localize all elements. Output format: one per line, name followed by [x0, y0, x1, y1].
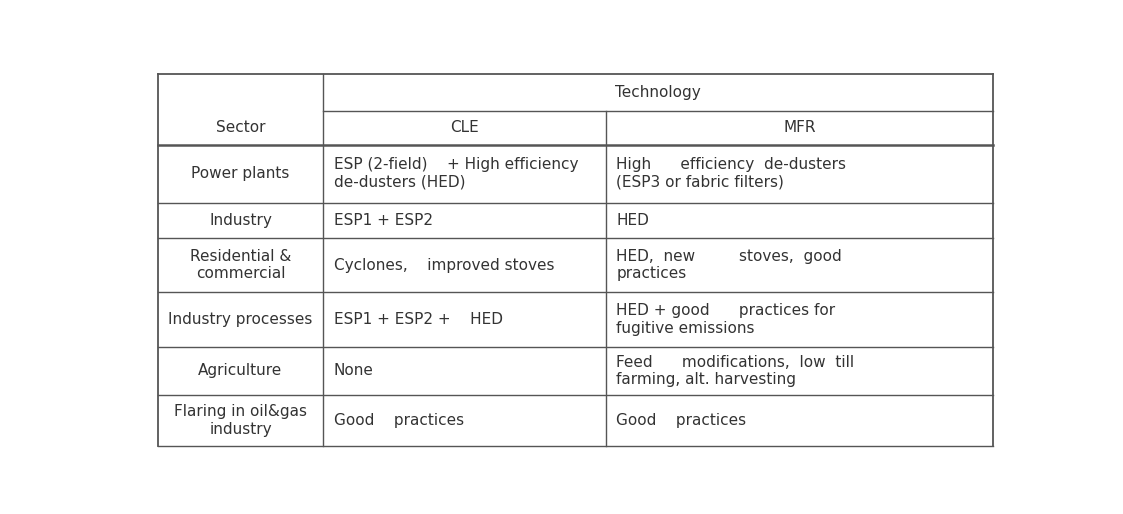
Text: ESP1 + ESP2 +    HED: ESP1 + ESP2 + HED	[334, 312, 503, 327]
Text: None: None	[334, 363, 374, 378]
Text: HED,  new         stoves,  good
practices: HED, new stoves, good practices	[617, 249, 842, 281]
Text: High      efficiency  de-dusters
(ESP3 or fabric filters): High efficiency de-dusters (ESP3 or fabr…	[617, 157, 847, 190]
Text: Technology: Technology	[615, 85, 701, 100]
Text: Feed      modifications,  low  till
farming, alt. harvesting: Feed modifications, low till farming, al…	[617, 355, 855, 387]
Text: Agriculture: Agriculture	[199, 363, 283, 378]
Text: Good    practices: Good practices	[334, 413, 464, 428]
Text: Sector: Sector	[216, 120, 265, 135]
Text: Industry processes: Industry processes	[168, 312, 312, 327]
Text: Residential &
commercial: Residential & commercial	[190, 249, 291, 281]
Text: HED + good      practices for
fugitive emissions: HED + good practices for fugitive emissi…	[617, 303, 836, 336]
Text: MFR: MFR	[784, 120, 816, 135]
Text: HED: HED	[617, 213, 649, 228]
Text: Flaring in oil&gas
industry: Flaring in oil&gas industry	[174, 404, 307, 436]
Text: Cyclones,    improved stoves: Cyclones, improved stoves	[334, 258, 554, 273]
Text: ESP1 + ESP2: ESP1 + ESP2	[334, 213, 432, 228]
Text: Industry: Industry	[209, 213, 272, 228]
Text: CLE: CLE	[450, 120, 478, 135]
Text: Good    practices: Good practices	[617, 413, 747, 428]
Text: Power plants: Power plants	[191, 166, 290, 181]
Text: ESP (2-field)    + High efficiency
de-dusters (HED): ESP (2-field) + High efficiency de-duste…	[334, 157, 578, 190]
